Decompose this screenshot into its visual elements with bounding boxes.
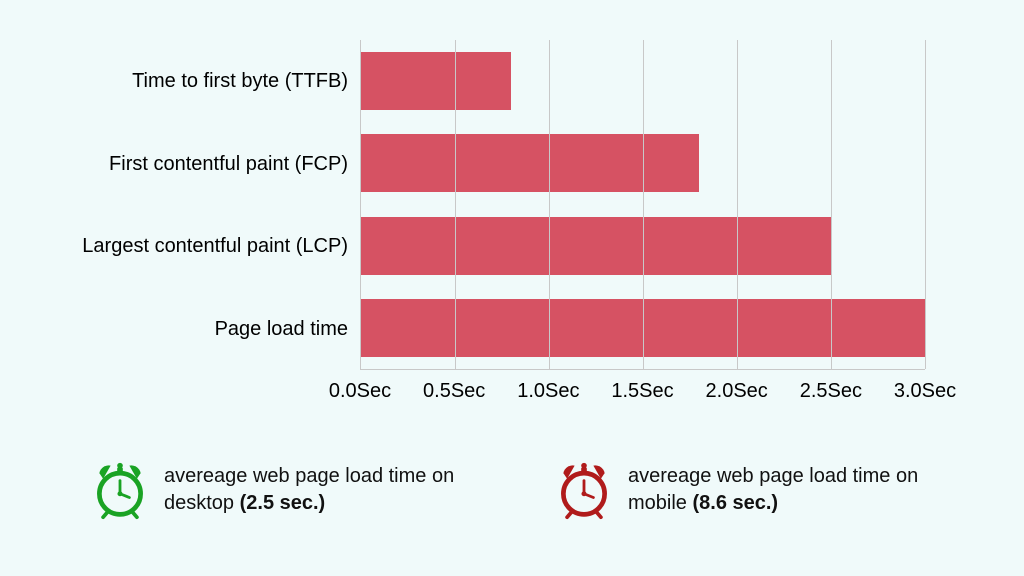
y-label: First contentful paint (FCP) bbox=[60, 152, 348, 176]
x-tick-label: 1.0Sec bbox=[517, 380, 579, 403]
footer-text-bold: (2.5 sec.) bbox=[240, 492, 326, 514]
gridline bbox=[455, 40, 456, 369]
bar bbox=[361, 134, 699, 192]
y-axis-labels: Time to first byte (TTFB) First contentf… bbox=[60, 40, 360, 370]
x-tick-label: 3.0Sec bbox=[894, 380, 956, 403]
gridline bbox=[737, 40, 738, 369]
y-label: Page load time bbox=[60, 317, 348, 341]
alarm-clock-icon bbox=[90, 460, 150, 520]
gridline bbox=[925, 40, 926, 369]
alarm-clock-icon bbox=[554, 460, 614, 520]
footer-item-desktop: avereage web page load time on desktop (… bbox=[90, 460, 464, 520]
plot bbox=[360, 40, 925, 370]
x-tick-label: 1.5Sec bbox=[611, 380, 673, 403]
footer-text-mobile: avereage web page load time on mobile (8… bbox=[628, 463, 928, 517]
y-label: Time to first byte (TTFB) bbox=[60, 69, 348, 93]
x-tick-label: 0.0Sec bbox=[329, 380, 391, 403]
gridline bbox=[831, 40, 832, 369]
x-axis-labels: 0.0Sec0.5Sec1.0Sec1.5Sec2.0Sec2.5Sec3.0S… bbox=[360, 380, 925, 410]
chart-area: Time to first byte (TTFB) First contentf… bbox=[60, 40, 925, 370]
y-label: Largest contentful paint (LCP) bbox=[60, 234, 348, 258]
x-tick-label: 2.5Sec bbox=[800, 380, 862, 403]
bar bbox=[361, 217, 831, 275]
bar bbox=[361, 52, 511, 110]
footer-text-bold: (8.6 sec.) bbox=[692, 492, 778, 514]
x-tick-label: 0.5Sec bbox=[423, 380, 485, 403]
footer: avereage web page load time on desktop (… bbox=[90, 460, 928, 520]
footer-item-mobile: avereage web page load time on mobile (8… bbox=[554, 460, 928, 520]
footer-text-desktop: avereage web page load time on desktop (… bbox=[164, 463, 464, 517]
x-tick-label: 2.0Sec bbox=[706, 380, 768, 403]
plot-wrap: 0.0Sec0.5Sec1.0Sec1.5Sec2.0Sec2.5Sec3.0S… bbox=[360, 40, 925, 370]
gridline bbox=[643, 40, 644, 369]
gridline bbox=[549, 40, 550, 369]
